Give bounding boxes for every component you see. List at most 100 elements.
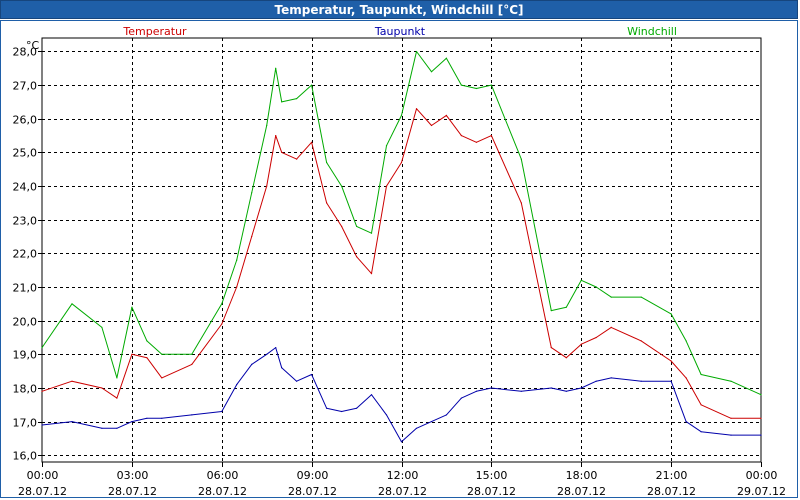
data-point-taupunkt (356, 407, 358, 409)
data-point-windchill (475, 87, 477, 90)
data-point-taupunkt (71, 421, 73, 423)
data-point-windchill (445, 57, 447, 59)
series-line-windchill (41, 51, 762, 396)
data-point-windchill (685, 340, 687, 342)
data-point-taupunkt (236, 384, 238, 386)
y-tick-label: 19,0 (13, 349, 38, 362)
x-tick-label-time: 00:00 (27, 469, 59, 482)
y-tick-label: 27,0 (13, 80, 38, 93)
chart-frame (0, 20, 798, 498)
data-point-temperatur (550, 347, 552, 349)
x-tick-label-date: 28.07.12 (198, 485, 247, 498)
data-point-temperatur (640, 340, 642, 342)
data-point-windchill (415, 50, 418, 53)
data-point-temperatur (610, 326, 612, 328)
data-point-temperatur (326, 202, 328, 204)
data-point-taupunkt (370, 394, 373, 396)
data-point-temperatur (296, 158, 298, 160)
data-point-temperatur (251, 235, 253, 238)
y-tick-label: 20,0 (13, 316, 38, 329)
data-point-windchill (520, 158, 522, 160)
data-point-taupunkt (41, 424, 43, 426)
data-point-taupunkt (341, 410, 343, 413)
data-point-temperatur (460, 135, 462, 137)
data-point-taupunkt (685, 421, 687, 423)
data-point-windchill (41, 347, 43, 349)
data-point-taupunkt (191, 414, 193, 416)
y-tick-label: 16,0 (13, 450, 38, 463)
plot-area (41, 37, 762, 463)
data-point-taupunkt (275, 347, 277, 349)
data-point-windchill (191, 353, 193, 355)
data-point-windchill (101, 326, 103, 328)
data-point-windchill (730, 380, 732, 382)
data-point-taupunkt (670, 380, 672, 382)
x-tick-label-time: 03:00 (117, 469, 149, 482)
y-tick-label: 18,0 (13, 383, 38, 396)
series-lines (41, 50, 762, 443)
data-point-temperatur (670, 360, 672, 362)
data-point-taupunkt (221, 410, 223, 413)
data-point-taupunkt (475, 390, 477, 392)
data-point-temperatur (385, 185, 388, 187)
data-point-temperatur (275, 135, 277, 137)
y-axis-unit-label: °C (26, 39, 40, 52)
data-point-windchill (490, 84, 492, 86)
data-point-temperatur (400, 161, 403, 164)
data-point-temperatur (475, 141, 477, 143)
data-point-windchill (251, 192, 253, 194)
legend: Temperatur Taupunkt Windchill (122, 25, 677, 38)
data-point-taupunkt (415, 427, 418, 429)
data-point-windchill (341, 185, 343, 187)
y-tick-label: 24,0 (13, 181, 38, 194)
data-point-temperatur (415, 108, 418, 110)
data-point-taupunkt (131, 421, 133, 423)
data-point-taupunkt (385, 414, 388, 416)
x-tick-label-time: 18:00 (566, 469, 598, 482)
data-point-windchill (236, 259, 238, 261)
data-point-windchill (281, 101, 283, 103)
data-point-windchill (400, 114, 403, 116)
data-point-windchill (71, 303, 73, 305)
data-point-windchill (131, 306, 133, 308)
data-point-taupunkt (311, 373, 313, 376)
data-point-taupunkt (760, 434, 762, 436)
data-point-windchill (326, 161, 328, 164)
legend-entry-windchill: Windchill (627, 25, 677, 38)
data-point-windchill (550, 310, 552, 312)
data-point-windchill (221, 303, 223, 305)
y-tick-label: 21,0 (13, 282, 38, 295)
data-point-temperatur (71, 380, 73, 382)
data-point-temperatur (41, 390, 43, 392)
x-tick-label-time: 09:00 (297, 469, 329, 482)
legend-entry-temperatur: Temperatur (122, 25, 187, 38)
data-point-windchill (700, 373, 702, 376)
data-point-taupunkt (610, 377, 612, 379)
data-point-windchill (266, 124, 268, 127)
data-point-windchill (146, 340, 148, 342)
data-point-temperatur (370, 273, 373, 275)
axes (38, 37, 762, 467)
data-point-taupunkt (640, 380, 642, 382)
data-point-temperatur (430, 124, 433, 127)
data-point-temperatur (595, 336, 597, 339)
data-point-temperatur (356, 256, 358, 258)
x-tick-label-date: 28.07.12 (18, 485, 67, 498)
series-points-windchill (41, 50, 762, 396)
data-point-temperatur (131, 353, 133, 355)
data-point-windchill (595, 286, 597, 288)
y-tick-label: 28,0 (13, 46, 38, 59)
data-point-temperatur (311, 141, 313, 143)
data-point-windchill (565, 306, 567, 308)
data-point-temperatur (266, 185, 268, 187)
series-line-taupunkt (41, 347, 761, 443)
y-tick-label: 23,0 (13, 215, 38, 228)
tick-labels: 16,0 17,0 18,0 19,0 20,0 21,0 22,0 23,0 24,0 25,0… (13, 46, 786, 499)
data-point-temperatur (730, 417, 732, 419)
data-point-taupunkt (281, 367, 283, 369)
data-point-taupunkt (460, 397, 462, 399)
data-point-taupunkt (266, 353, 268, 355)
data-point-taupunkt (326, 407, 328, 409)
data-point-windchill (356, 225, 358, 227)
data-point-temperatur (236, 286, 238, 288)
